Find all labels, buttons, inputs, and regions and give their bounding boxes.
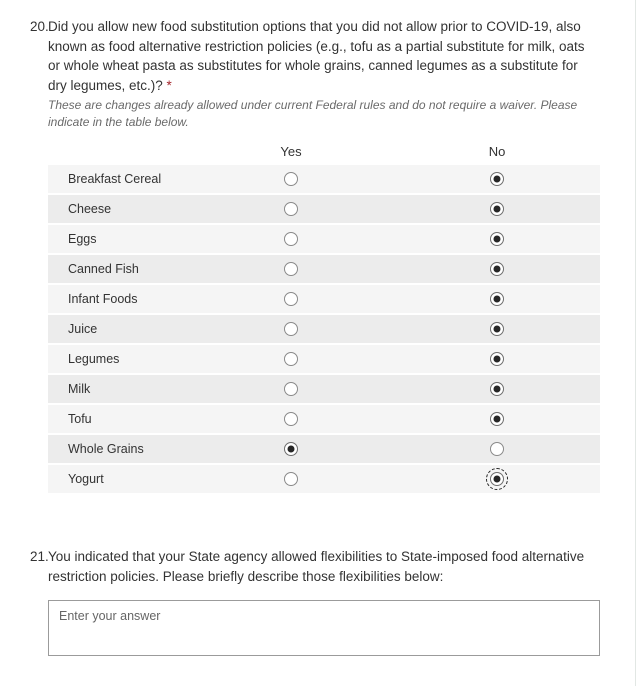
radio-no-juice[interactable] [490, 322, 504, 336]
row-label: Tofu [68, 412, 92, 426]
radio-no-tofu[interactable] [490, 412, 504, 426]
question-20-text: Did you allow new food substitution opti… [48, 17, 596, 95]
row-label: Cheese [68, 202, 112, 216]
radio-yes-milk[interactable] [284, 382, 298, 396]
radio-cell-yes [188, 172, 394, 186]
question-20-body: Did you allow new food substitution opti… [48, 17, 600, 495]
radio-yes-cheese[interactable] [284, 202, 298, 216]
question-20: 20. Did you allow new food substitution … [30, 17, 638, 495]
radio-cell-yes [188, 412, 394, 426]
row-label: Yogurt [68, 472, 104, 486]
likert-row-tofu: Tofu [48, 405, 600, 433]
radio-cell-no [394, 262, 600, 276]
radio-no-milk[interactable] [490, 382, 504, 396]
likert-row-breakfast-cereal: Breakfast Cereal [48, 165, 600, 193]
likert-row-legumes: Legumes [48, 345, 600, 373]
radio-cell-yes [188, 262, 394, 276]
radio-cell-yes [188, 322, 394, 336]
radio-cell-yes [188, 382, 394, 396]
radio-cell-no [394, 232, 600, 246]
radio-cell-no [394, 172, 600, 186]
radio-cell-no [394, 352, 600, 366]
row-label: Whole Grains [68, 442, 144, 456]
likert-rows: Breakfast Cereal Cheese Eggs Canned Fish Inf… [48, 165, 600, 493]
radio-cell-yes [188, 472, 394, 486]
required-asterisk: * [166, 77, 172, 93]
question-21: 21. You indicated that your State agency… [30, 547, 638, 656]
likert-row-yogurt: Yogurt [48, 465, 600, 493]
radio-no-legumes[interactable] [490, 352, 504, 366]
radio-yes-breakfast-cereal[interactable] [284, 172, 298, 186]
row-label: Legumes [68, 352, 120, 366]
radio-cell-no [394, 382, 600, 396]
radio-no-eggs[interactable] [490, 232, 504, 246]
answer-textarea[interactable] [48, 600, 600, 656]
radio-no-infant-foods[interactable] [490, 292, 504, 306]
likert-row-infant-foods: Infant Foods [48, 285, 600, 313]
question-20-number: 20. [30, 19, 49, 34]
radio-yes-eggs[interactable] [284, 232, 298, 246]
question-20-text-content: Did you allow new food substitution opti… [48, 19, 585, 93]
radio-cell-yes [188, 202, 394, 216]
row-label: Eggs [68, 232, 97, 246]
radio-cell-no [394, 412, 600, 426]
radio-cell-no [394, 202, 600, 216]
radio-no-whole-grains[interactable] [490, 442, 504, 456]
row-label: Juice [68, 322, 98, 336]
radio-yes-canned-fish[interactable] [284, 262, 298, 276]
likert-row-cheese: Cheese [48, 195, 600, 223]
radio-no-yogurt[interactable] [486, 468, 508, 490]
row-label: Canned Fish [68, 262, 139, 276]
question-20-subtext: These are changes already allowed under … [48, 98, 578, 129]
radio-cell-yes [188, 292, 394, 306]
page-right-edge-line [635, 0, 636, 686]
likert-row-milk: Milk [48, 375, 600, 403]
radio-yes-juice[interactable] [284, 322, 298, 336]
radio-cell-yes [188, 232, 394, 246]
radio-cell-yes [188, 352, 394, 366]
radio-yes-whole-grains[interactable] [284, 442, 298, 456]
question-21-body: You indicated that your State agency all… [48, 547, 600, 656]
radio-no-cheese[interactable] [490, 202, 504, 216]
likert-row-whole-grains: Whole Grains [48, 435, 600, 463]
radio-yes-tofu[interactable] [284, 412, 298, 426]
likert-header: Yes No [48, 140, 600, 162]
row-label: Milk [68, 382, 91, 396]
radio-cell-yes [188, 442, 394, 456]
question-21-number: 21. [30, 549, 49, 564]
question-21-text: You indicated that your State agency all… [48, 549, 585, 584]
row-label: Infant Foods [68, 292, 138, 306]
likert-table: Yes No Breakfast Cereal Cheese Eggs Canned … [48, 140, 600, 493]
row-label: Breakfast Cereal [68, 172, 162, 186]
likert-row-juice: Juice [48, 315, 600, 343]
radio-cell-no [394, 442, 600, 456]
radio-no-canned-fish[interactable] [490, 262, 504, 276]
radio-yes-yogurt[interactable] [284, 472, 298, 486]
radio-cell-no [394, 322, 600, 336]
radio-no-breakfast-cereal[interactable] [490, 172, 504, 186]
column-header-no: No [488, 143, 506, 159]
likert-row-canned-fish: Canned Fish [48, 255, 600, 283]
likert-row-eggs: Eggs [48, 225, 600, 253]
radio-yes-legumes[interactable] [284, 352, 298, 366]
column-header-yes: Yes [280, 143, 302, 159]
radio-cell-no [394, 292, 600, 306]
radio-cell-no [394, 468, 600, 490]
radio-yes-infant-foods[interactable] [284, 292, 298, 306]
